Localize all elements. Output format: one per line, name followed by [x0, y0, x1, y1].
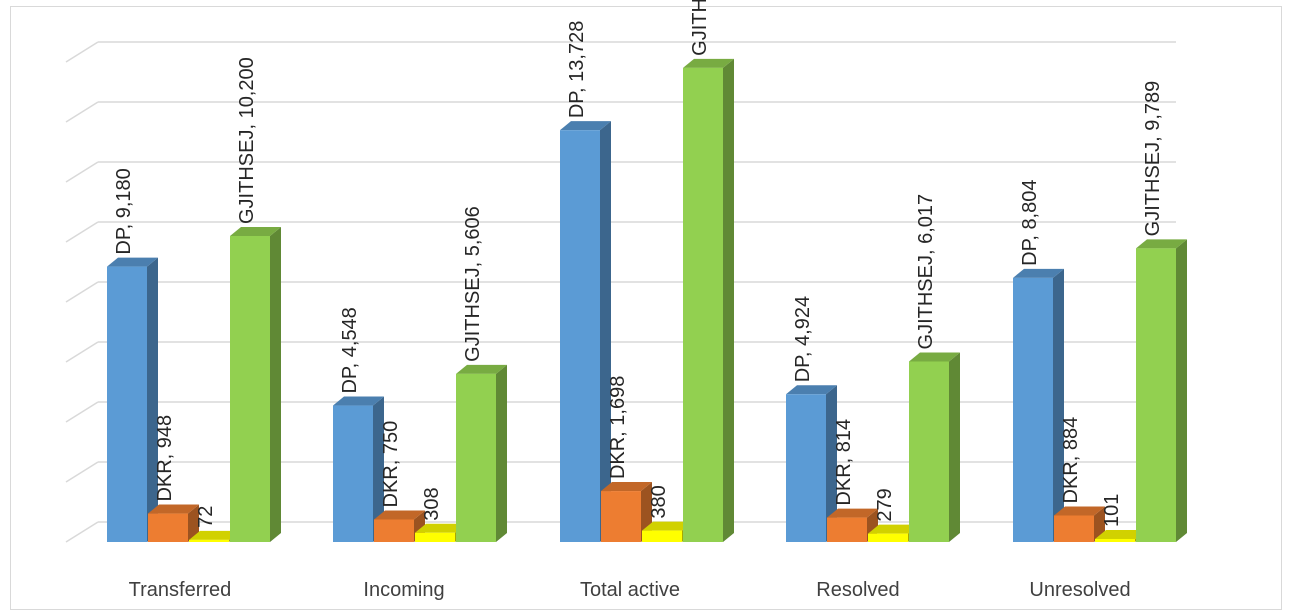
category-axis: Transferred Incoming Total active Resolved U…	[129, 579, 1131, 601]
bar	[148, 504, 199, 542]
gridline	[65, 101, 1176, 123]
category-label: Resolved	[816, 579, 899, 601]
bar	[456, 364, 507, 542]
bar	[601, 482, 652, 542]
data-label: DP, 13,728	[566, 21, 588, 119]
gridline	[65, 161, 1176, 183]
data-label: DKR, 948	[154, 415, 176, 502]
category-label: Unresolved	[1029, 579, 1130, 601]
data-label: 380	[648, 485, 670, 518]
category-label: Total active	[580, 579, 680, 601]
bar	[1054, 506, 1105, 542]
data-label: GJITHSEJ, 6,017	[915, 194, 937, 350]
data-label: GJITHSEJ, 15,806	[689, 0, 711, 56]
gridline	[65, 41, 1176, 63]
category-label: Transferred	[129, 579, 232, 601]
data-label: GJITHSEJ, 9,789	[1142, 81, 1164, 237]
data-label: DKR, 884	[1060, 417, 1082, 504]
category-label: Incoming	[363, 579, 444, 601]
gridline	[65, 221, 1176, 243]
data-label: GJITHSEJ, 10,200	[236, 57, 258, 224]
bar	[827, 508, 878, 542]
data-label: DP, 8,804	[1019, 180, 1041, 266]
bar	[1013, 268, 1064, 542]
bar	[333, 396, 384, 542]
data-label: 101	[1101, 494, 1123, 527]
data-label: DP, 4,548	[339, 307, 361, 393]
data-label: DP, 4,924	[792, 296, 814, 382]
data-label: 279	[874, 488, 896, 521]
data-label: 72	[195, 506, 217, 528]
data-label: DKR, 750	[380, 421, 402, 508]
data-labels: DP, 9,180 DKR, 948 72 GJITHSEJ, 10,200 DP, 4…	[113, 0, 1164, 528]
bar	[560, 121, 611, 542]
bar	[230, 227, 281, 542]
bar	[1136, 239, 1187, 542]
data-label: DKR, 1,698	[607, 376, 629, 479]
data-label: DP, 9,180	[113, 168, 135, 254]
bar	[909, 352, 960, 542]
data-label: 308	[421, 487, 443, 520]
bars	[107, 58, 1187, 542]
data-label: DKR, 814	[833, 419, 855, 506]
data-label: GJITHSEJ, 5,606	[462, 206, 484, 362]
bar	[683, 58, 734, 542]
bar	[786, 385, 837, 542]
bar	[107, 257, 158, 542]
